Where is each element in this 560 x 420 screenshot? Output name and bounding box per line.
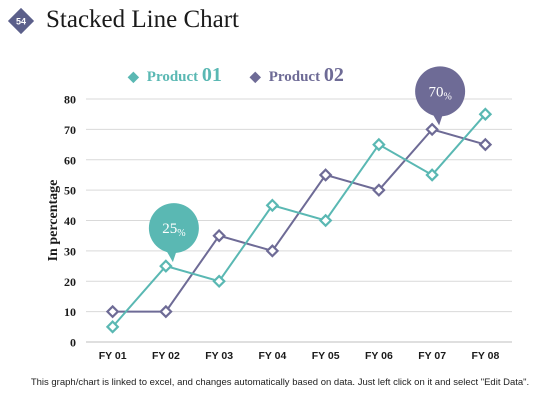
callout-bubble: 70% [415,66,466,126]
y-tick-label: 70 [64,123,76,137]
legend-name-product-02: Product [268,69,324,85]
legend-num-product-01: 01 [201,64,222,86]
x-tick-label: FY 01 [99,350,127,362]
y-tick-label: 0 [70,336,76,350]
data-point-product-01 [105,320,120,334]
chart-gridlines [86,98,512,343]
legend-item-product-02: ◆ Product 02 [250,64,344,87]
data-point-product-01 [425,168,439,182]
x-tick-label: FY 08 [471,350,499,362]
y-tick-label: 50 [64,184,76,198]
y-tick-label: 60 [64,153,76,167]
callout-pointer [164,248,177,263]
series-product-02 [105,122,493,319]
data-point-product-01 [318,213,333,228]
data-point-product-02 [318,168,333,182]
legend-item-product-01: ◆ Product 01 [128,64,222,87]
y-axis-label: In percentage [46,180,61,262]
chart-series [105,107,493,334]
series-line-product-02 [112,128,486,313]
data-point-product-02 [478,137,493,152]
callout-circle [415,66,466,117]
callout-pointer [431,111,444,126]
chart-legend: ◆ Product 01 ◆ Product 02 [128,64,344,87]
x-tick-label: FY 06 [365,350,393,362]
data-point-product-02 [425,122,439,137]
callout-label: 25% [162,221,185,239]
x-tick-label: FY 05 [312,350,340,362]
legend-marker-product-01: ◆ [128,70,139,85]
x-axis: FY 01 FY 02 FY 03 FY 04 FY 05 FY 06 FY 07 FY 08 [99,350,500,362]
badge-diamond [6,6,36,36]
x-tick-label: FY 07 [418,350,446,362]
x-tick-label: FY 03 [205,350,233,362]
data-point-product-02 [265,244,280,258]
data-point-product-01 [159,259,173,273]
legend-marker-product-02: ◆ [249,70,261,85]
legend-label-product-01: Product 01 [147,64,222,87]
data-point-product-01 [212,274,226,289]
data-point-product-02 [212,228,226,243]
data-point-product-01 [372,137,386,152]
data-point-product-02 [372,183,386,197]
legend-name-product-01: Product [146,69,202,85]
legend-label-product-02: Product 02 [269,64,344,87]
data-point-product-01 [478,107,493,121]
callout-circle [148,203,199,254]
legend-num-product-02: 02 [323,64,344,86]
y-axis: 0 10 20 30 40 50 60 70 80 [64,93,76,350]
data-point-product-02 [105,304,120,319]
footer-note: This graph/chart is linked to excel, and… [30,377,530,388]
slide-number-badge: 54 [6,6,36,36]
callout-label: 70% [428,84,451,102]
y-tick-label: 10 [64,305,76,319]
series-product-01 [105,107,493,334]
callout-bubble: 25% [148,203,199,263]
chart-callouts: 25% 70% [148,66,466,263]
data-point-product-02 [159,304,173,319]
y-tick-label: 30 [64,244,76,258]
y-tick-label: 40 [64,214,76,228]
x-tick-label: FY 04 [258,350,286,362]
y-tick-label: 20 [64,275,76,289]
series-line-product-01 [111,113,487,328]
slide-number: 54 [16,17,26,27]
x-tick-label: FY 02 [152,350,180,362]
data-point-product-01 [265,198,280,213]
slide-title: Stacked Line Chart [46,6,239,33]
y-tick-label: 80 [64,93,76,107]
